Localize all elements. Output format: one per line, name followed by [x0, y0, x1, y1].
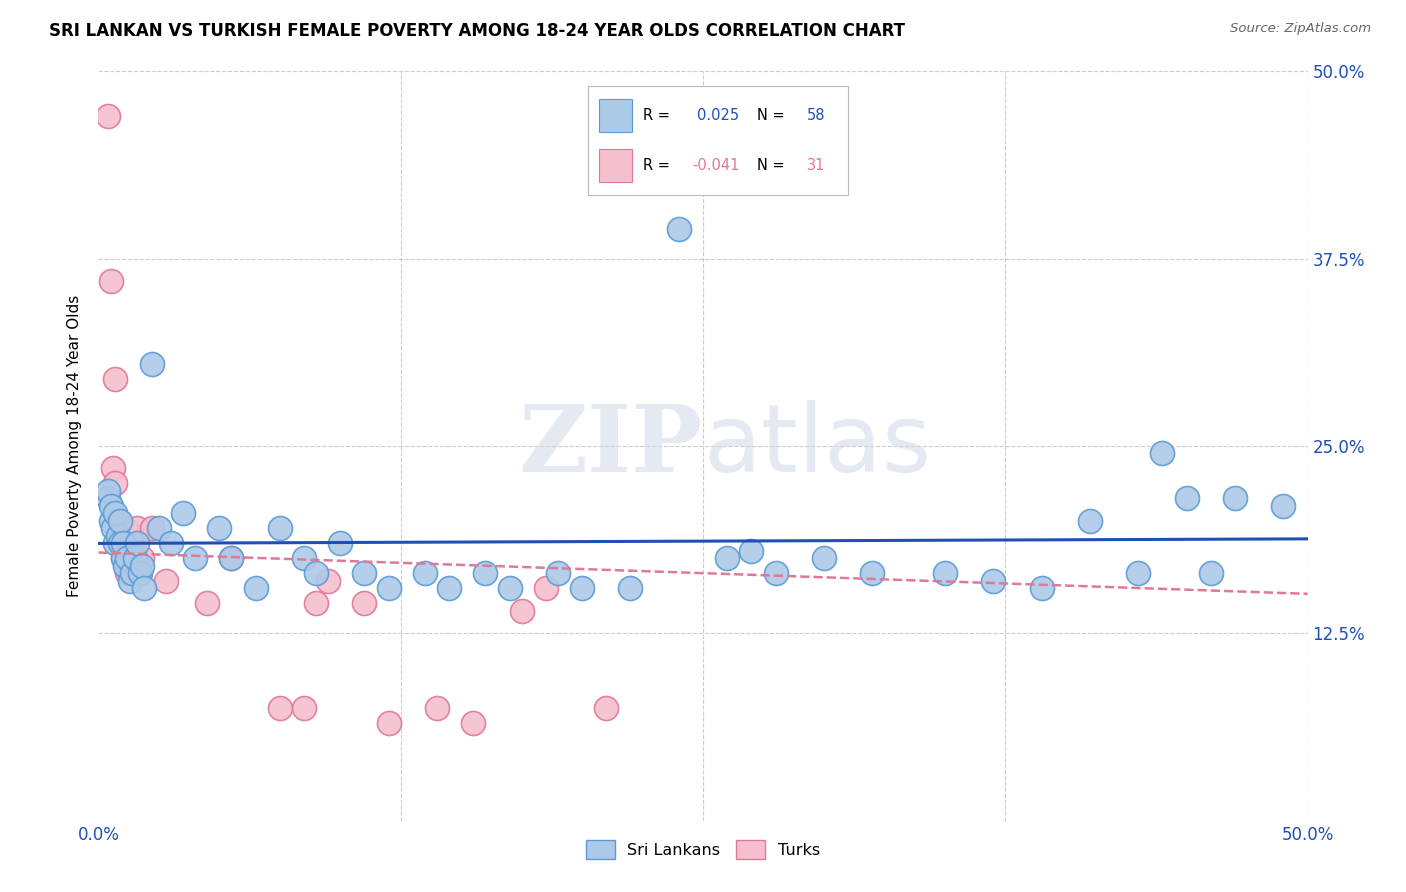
Point	[316, 574, 339, 588]
Point	[148, 521, 170, 535]
Y-axis label: Female Poverty Among 18-24 Year Olds: Female Poverty Among 18-24 Year Olds	[67, 295, 83, 597]
Point	[474, 566, 496, 581]
Point	[498, 582, 520, 596]
Point	[1223, 491, 1246, 506]
Text: Source: ZipAtlas.com: Source: ZipAtlas.com	[1230, 22, 1371, 36]
Point	[127, 536, 149, 550]
Point	[765, 566, 787, 581]
Point	[716, 551, 738, 566]
Point	[377, 716, 399, 731]
Point	[934, 566, 956, 581]
Point	[981, 574, 1004, 588]
Point	[124, 551, 146, 566]
Point	[269, 521, 291, 535]
Point	[305, 596, 328, 610]
Point	[1272, 499, 1295, 513]
Point	[377, 582, 399, 596]
Point	[101, 461, 124, 475]
Point	[463, 716, 485, 731]
Point	[1078, 514, 1101, 528]
Point	[160, 536, 183, 550]
Text: SRI LANKAN VS TURKISH FEMALE POVERTY AMONG 18-24 YEAR OLDS CORRELATION CHART: SRI LANKAN VS TURKISH FEMALE POVERTY AMO…	[49, 22, 905, 40]
Point	[104, 476, 127, 491]
Point	[107, 514, 129, 528]
Legend: Sri Lankans, Turks: Sri Lankans, Turks	[579, 834, 827, 865]
Point	[97, 483, 120, 498]
Point	[413, 566, 436, 581]
Point	[121, 529, 143, 543]
Point	[860, 566, 883, 581]
Point	[100, 274, 122, 288]
Point	[510, 604, 533, 618]
Point	[221, 551, 243, 566]
Point	[353, 566, 375, 581]
Point	[107, 529, 129, 543]
Point	[114, 558, 136, 573]
Point	[534, 582, 557, 596]
Point	[121, 566, 143, 581]
Point	[329, 536, 352, 550]
Point	[1199, 566, 1222, 581]
Point	[104, 371, 127, 385]
Point	[111, 551, 134, 566]
Point	[131, 551, 153, 566]
Point	[1175, 491, 1198, 506]
Point	[111, 536, 134, 550]
Point	[104, 536, 127, 550]
Point	[172, 507, 194, 521]
Point	[1031, 582, 1053, 596]
Point	[208, 521, 231, 535]
Point	[118, 574, 141, 588]
Point	[104, 507, 127, 521]
Point	[437, 582, 460, 596]
Point	[813, 551, 835, 566]
Point	[305, 566, 328, 581]
Text: ZIP: ZIP	[519, 401, 703, 491]
Point	[353, 596, 375, 610]
Point	[101, 521, 124, 535]
Point	[668, 221, 690, 235]
Point	[269, 701, 291, 715]
Text: atlas: atlas	[703, 400, 931, 492]
Point	[108, 536, 131, 550]
Point	[740, 544, 762, 558]
Point	[195, 596, 218, 610]
Point	[547, 566, 569, 581]
Point	[292, 551, 315, 566]
Point	[571, 582, 593, 596]
Point	[134, 582, 156, 596]
Point	[108, 521, 131, 535]
Point	[124, 551, 146, 566]
Point	[155, 574, 177, 588]
Point	[114, 521, 136, 535]
Point	[128, 566, 150, 581]
Point	[221, 551, 243, 566]
Point	[426, 701, 449, 715]
Point	[97, 109, 120, 123]
Point	[108, 514, 131, 528]
Point	[131, 558, 153, 573]
Point	[292, 701, 315, 715]
Point	[111, 551, 134, 566]
Point	[117, 566, 139, 581]
Point	[97, 491, 120, 506]
Point	[127, 521, 149, 535]
Point	[595, 701, 617, 715]
Point	[141, 521, 163, 535]
Point	[1152, 446, 1174, 460]
Point	[108, 536, 131, 550]
Point	[245, 582, 267, 596]
Point	[118, 566, 141, 581]
Point	[1128, 566, 1150, 581]
Point	[619, 582, 641, 596]
Point	[100, 514, 122, 528]
Point	[100, 499, 122, 513]
Point	[184, 551, 207, 566]
Point	[141, 357, 163, 371]
Point	[117, 551, 139, 566]
